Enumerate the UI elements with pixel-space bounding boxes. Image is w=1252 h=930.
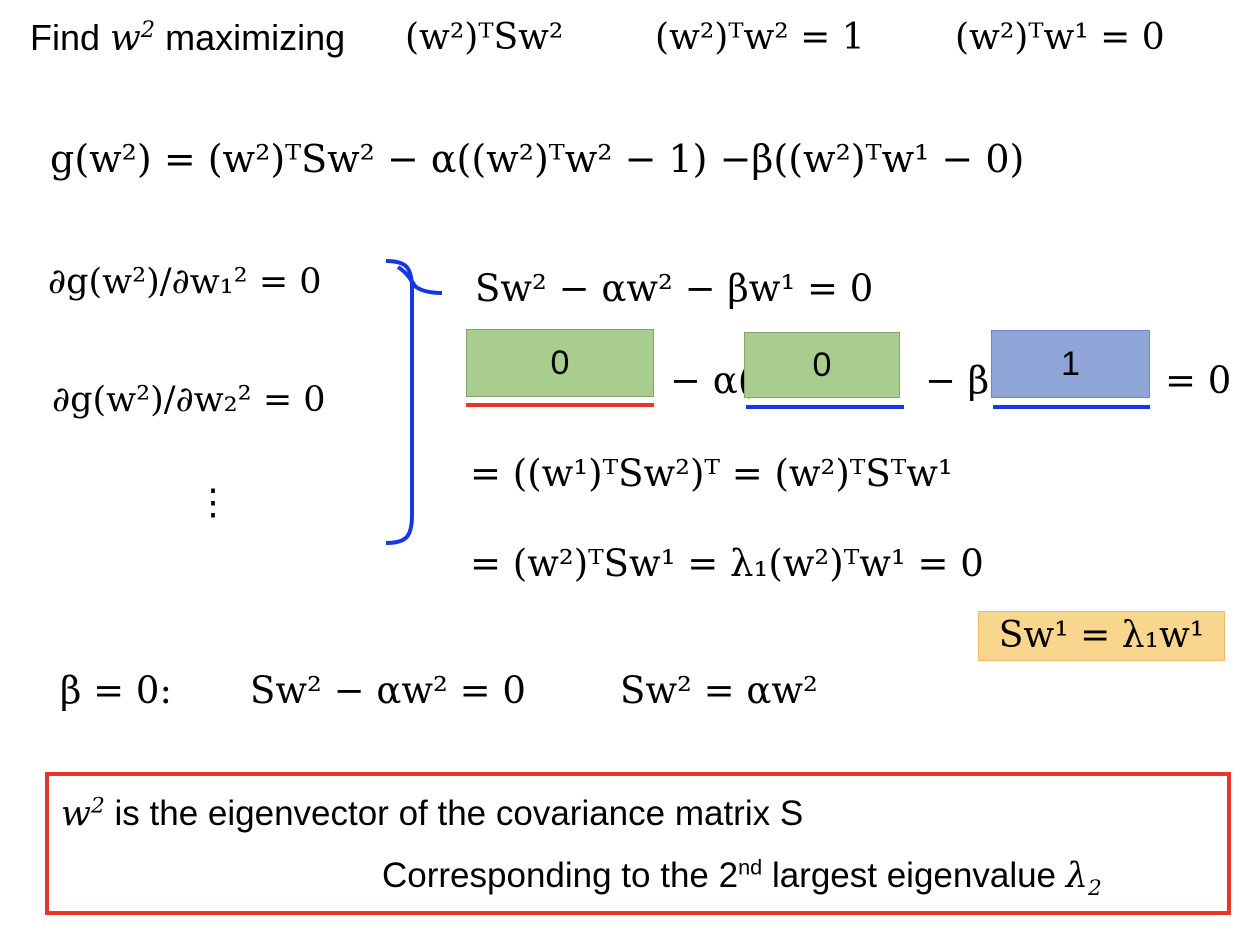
partial-derivative-2: ∂g(w²)/∂w₂² = 0 [52, 380, 326, 420]
curly-brace [385, 259, 443, 545]
w-variable: w2 [110, 17, 156, 59]
red-underline [466, 403, 654, 407]
orthogonal-constraint: (w²)ᵀw¹ = 0 [955, 17, 1165, 58]
zero-box-1: 0 [466, 329, 654, 397]
norm-constraint: (w²)ᵀw² = 1 [655, 17, 865, 58]
equals-zero: = 0 [1165, 359, 1232, 402]
eigen-equation: Sw² = αw² [620, 669, 818, 712]
minus-alpha: − α( [670, 359, 753, 402]
conclusion-line-2: Corresponding to the 2nd largest eigenva… [382, 854, 1102, 901]
conclusion-line-1: w2 is the eigenvector of the covariance … [61, 793, 804, 834]
lagrangian-equation: g(w²) = (w²)ᵀSw² − α((w²)ᵀw² − 1) −β((w²… [50, 137, 1025, 181]
problem-statement: Find w2 maximizing [30, 17, 346, 59]
vertical-ellipsis: ⋮ [195, 482, 231, 523]
minus-beta: − β [925, 359, 990, 402]
zero-box-2: 0 [744, 332, 900, 398]
transpose-identity: = ((w¹)ᵀSw²)ᵀ = (w²)ᵀSᵀw¹ [470, 452, 953, 495]
beta-zero-label: β = 0: [60, 669, 172, 712]
partial-derivative-1: ∂g(w²)/∂w₁² = 0 [48, 262, 322, 302]
blue-underline-1 [746, 405, 904, 409]
objective-expression: (w²)ᵀSw² [405, 17, 564, 58]
find-word: Find [30, 17, 101, 58]
stationary-equation: Sw² − αw² − βw¹ = 0 [475, 267, 874, 310]
blue-underline-2 [993, 405, 1150, 409]
reduced-equation: Sw² − αw² = 0 [250, 669, 526, 712]
conclusion-box: w2 is the eigenvector of the covariance … [45, 772, 1231, 915]
lambda-2: λ2 [1065, 856, 1102, 901]
eigen-substitution: = (w²)ᵀSw¹ = λ₁(w²)ᵀw¹ = 0 [470, 542, 984, 585]
eigen-relation-note: Sw¹ = λ₁w¹ [978, 611, 1225, 661]
conclusion-text-1: is the eigenvector of the covariance mat… [114, 794, 804, 833]
one-box: 1 [991, 330, 1150, 398]
conclusion-w: w2 [61, 793, 105, 834]
maximizing-word: maximizing [165, 17, 346, 58]
